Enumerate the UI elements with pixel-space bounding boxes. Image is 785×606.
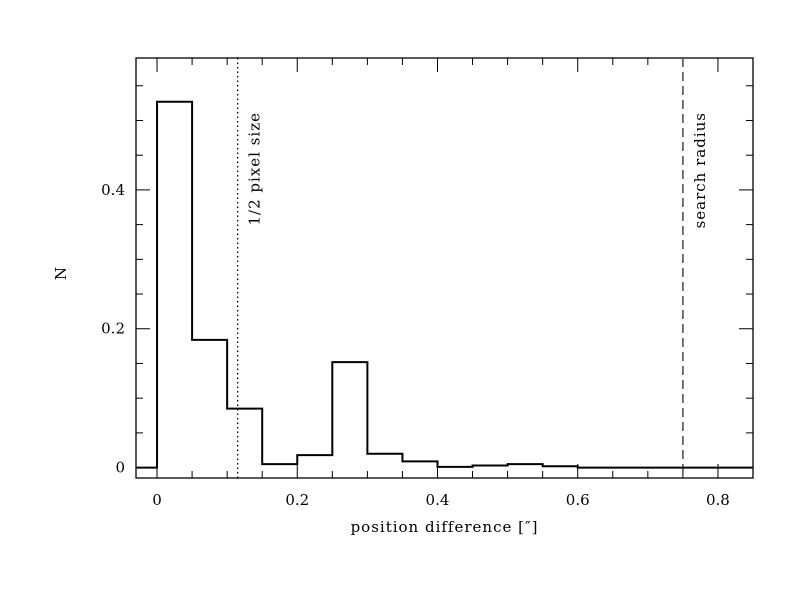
y-tick-label: 0.2 [101, 320, 125, 338]
y-tick-label: 0 [115, 459, 125, 477]
x-tick-label: 0.8 [706, 491, 730, 509]
axis-ticks [136, 58, 753, 478]
x-tick-label: 0 [152, 491, 162, 509]
reference-line-label: search radius [691, 112, 709, 228]
tick-labels: 0 0.2 0.4 0.6 0.8 0 0.2 0.4 [101, 181, 730, 509]
histogram-outline [136, 100, 753, 469]
x-tick-label: 0.2 [285, 491, 309, 509]
plot-frame [135, 57, 754, 479]
reference-lines: 1/2 pixel size search radius [237, 58, 709, 478]
x-tick-label: 0.4 [426, 491, 450, 509]
x-axis-label: position difference [″] [351, 518, 539, 536]
y-axis-label: N [52, 266, 70, 280]
reference-line-label: 1/2 pixel size [246, 112, 264, 226]
y-tick-label: 0.4 [101, 181, 125, 199]
x-tick-label: 0.6 [566, 491, 590, 509]
